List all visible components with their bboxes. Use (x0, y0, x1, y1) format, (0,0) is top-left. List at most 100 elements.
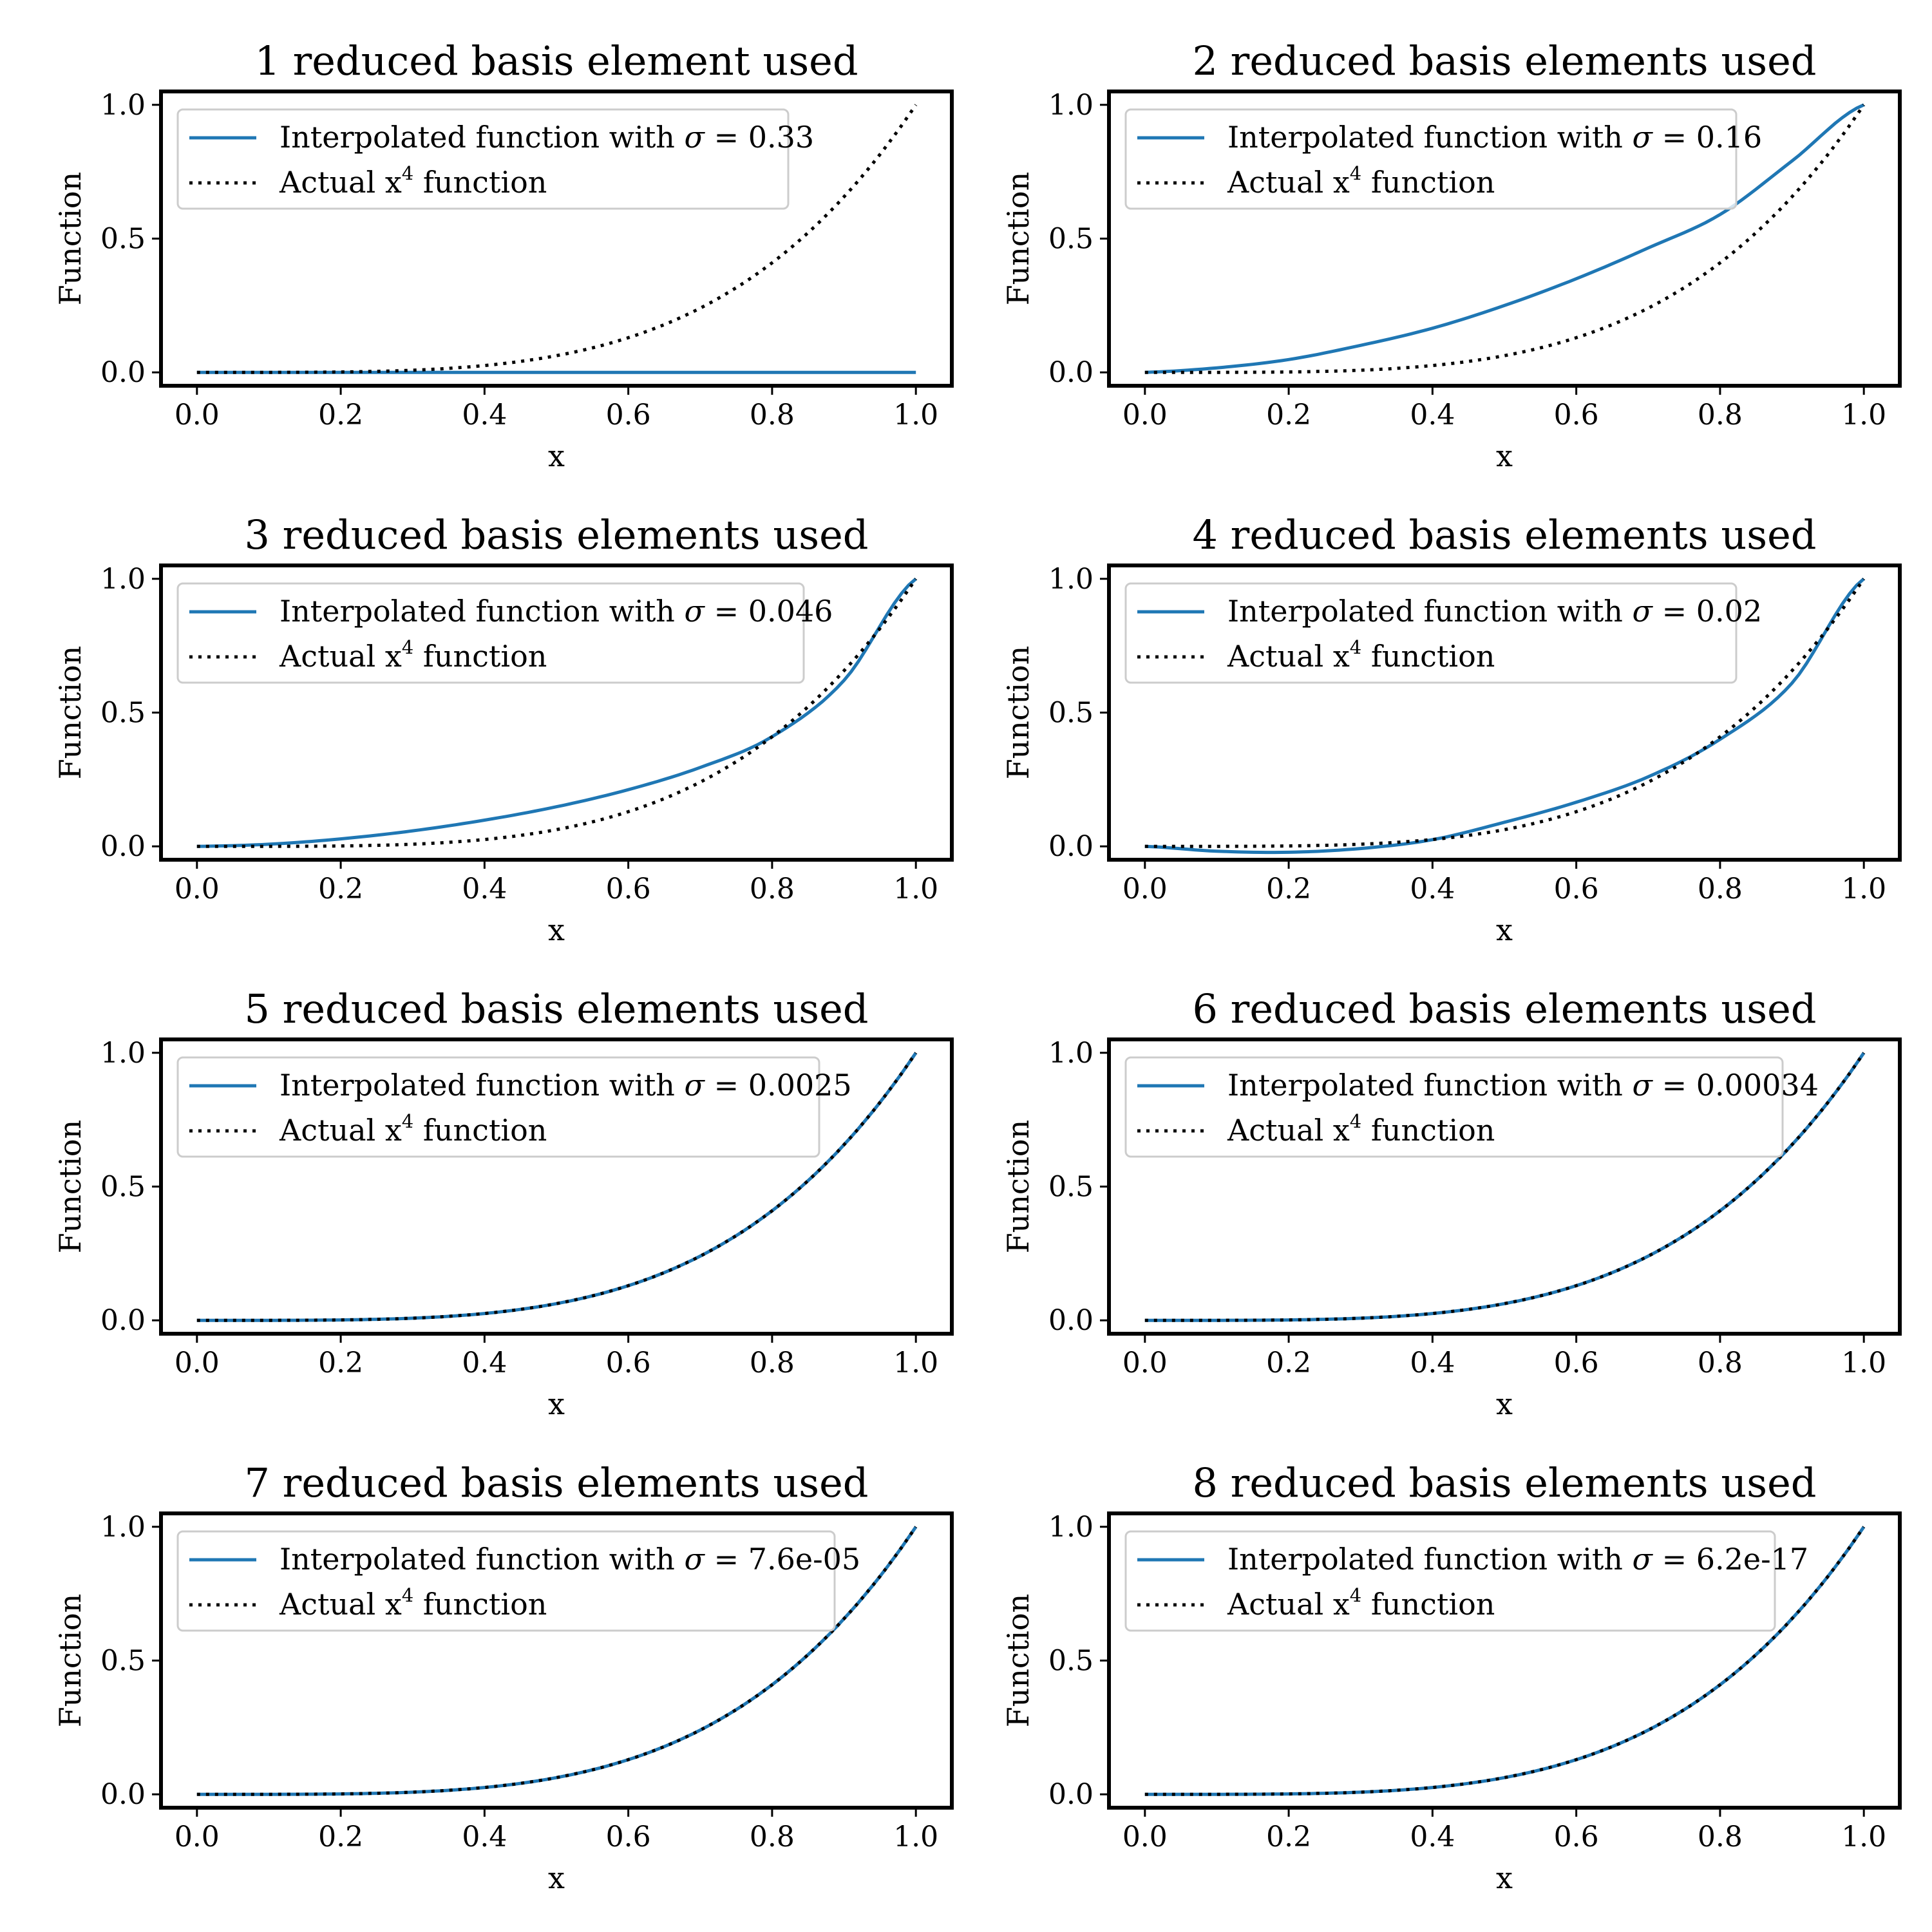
chart-6-legend-label-actual: Actual x4 function (1227, 1110, 1495, 1148)
chart-4-legend-sigma-value: = 0.02 (1653, 594, 1762, 629)
chart-1-legend-sigma-value: = 0.33 (705, 120, 814, 155)
chart-3-ytick-label: 0.5 (100, 697, 146, 730)
chart-3-legend-label-prefix: Interpolated function with (279, 594, 685, 629)
chart-7-xtick-label: 0.4 (462, 1821, 507, 1853)
chart-1-xtick-label: 0.4 (462, 399, 507, 431)
chart-7-xtick-label: 0.8 (750, 1821, 795, 1853)
chart-3-ytick-label: 1.0 (100, 563, 146, 596)
chart-6-ylabel: Function (1001, 1120, 1036, 1253)
chart-2-xtick-label: 0.0 (1122, 399, 1168, 431)
chart-1: 1 reduced basis element used 0.0 0.2 0.4 0.6… (53, 37, 954, 473)
chart-6-xtick-label: 0.4 (1410, 1347, 1455, 1379)
chart-5-legend-actual-prefix: Actual x (279, 1113, 402, 1148)
chart-1-legend-actual-exponent: 4 (402, 162, 413, 184)
chart-3-legend-actual-suffix: function (413, 639, 547, 674)
chart-2-ytick-label: 0.0 (1048, 356, 1094, 389)
chart-2: 2 reduced basis elements used 0.0 0.2 0.4 0.… (1001, 37, 1902, 473)
chart-8-ylabel: Function (1001, 1594, 1036, 1727)
chart-1-xtick-label: 0.8 (750, 399, 795, 431)
chart-7-legend: Interpolated function with σ = 7.6e-05 Ac… (176, 1530, 860, 1632)
chart-4-xtick-label: 0.4 (1410, 873, 1455, 905)
chart-6-legend: Interpolated function with σ = 0.00034 Ac… (1124, 1056, 1819, 1158)
chart-4-ytick-label: 0.0 (1048, 830, 1094, 863)
chart-4-ylabel: Function (1001, 646, 1036, 779)
chart-1-title: 1 reduced basis element used (254, 37, 858, 84)
chart-3-xtick-label: 0.4 (462, 873, 507, 905)
chart-7-legend-box (176, 1530, 836, 1632)
chart-8-legend-label-prefix: Interpolated function with (1227, 1542, 1633, 1577)
chart-8-frame (1107, 1511, 1902, 1810)
chart-5-legend-label-actual: Actual x4 function (279, 1110, 547, 1148)
chart-4-legend: Interpolated function with σ = 0.02 Actua… (1124, 582, 1762, 684)
chart-8-series-actual (1144, 1526, 1866, 1796)
chart-7-legend-label-prefix: Interpolated function with (279, 1542, 685, 1577)
chart-2-legend-actual-suffix: function (1361, 165, 1495, 200)
chart-6-series-actual (1144, 1052, 1866, 1322)
chart-6-xtick-label: 0.6 (1554, 1347, 1599, 1379)
chart-7-legend-actual-exponent: 4 (402, 1584, 413, 1606)
chart-3-legend-sigma-value: = 0.046 (705, 594, 833, 629)
chart-4-xtick-label: 0.2 (1266, 873, 1311, 905)
chart-6-legend-box (1124, 1056, 1784, 1158)
chart-8-legend-actual-suffix: function (1361, 1587, 1495, 1622)
chart-2-series-interpolated (1144, 103, 1865, 374)
chart-5: 5 reduced basis elements used 0.0 0.2 0.4 0.… (53, 985, 954, 1421)
chart-1-legend-actual-suffix: function (413, 165, 547, 200)
chart-7-xtick-label: 0.6 (606, 1821, 651, 1853)
chart-3: 3 reduced basis elements used 0.0 0.2 0.4 0.… (53, 511, 954, 947)
chart-3-legend-actual-exponent: 4 (402, 636, 413, 658)
chart-2-legend-actual-exponent: 4 (1350, 162, 1361, 184)
chart-1-legend: Interpolated function with σ = 0.33 Actua… (176, 108, 814, 210)
chart-2-legend-box (1124, 108, 1738, 210)
chart-5-legend-box (176, 1056, 820, 1158)
chart-6-legend-label-interpolated: Interpolated function with σ = 0.00034 (1227, 1068, 1819, 1103)
chart-7-ylabel: Function (53, 1594, 88, 1727)
chart-8-legend-actual-exponent: 4 (1350, 1584, 1361, 1606)
chart-4-legend-actual-prefix: Actual x (1227, 639, 1350, 674)
chart-7-legend-label-interpolated: Interpolated function with σ = 7.6e-05 (279, 1542, 860, 1577)
chart-5-xtick-label: 0.6 (606, 1347, 651, 1379)
chart-6-legend-actual-suffix: function (1361, 1113, 1495, 1148)
chart-2-frame (1107, 90, 1902, 388)
chart-5-xlabel: x (548, 1387, 565, 1421)
chart-5-ytick-label: 1.0 (100, 1037, 146, 1070)
chart-7-ytick-label: 1.0 (100, 1511, 146, 1544)
chart-5-ytick-label: 0.5 (100, 1171, 146, 1204)
chart-2-ytick-label: 0.5 (1048, 223, 1094, 256)
chart-6-frame (1107, 1037, 1902, 1336)
chart-8-xtick-label: 0.0 (1122, 1821, 1168, 1853)
chart-3-legend-label-interpolated: Interpolated function with σ = 0.046 (279, 594, 833, 629)
chart-2-series-actual (1144, 104, 1866, 374)
chart-1-legend-label-actual: Actual x4 function (279, 162, 547, 200)
chart-8-ytick-label: 0.5 (1048, 1645, 1094, 1678)
chart-3-legend: Interpolated function with σ = 0.046 Actu… (176, 582, 833, 684)
chart-6-title: 6 reduced basis elements used (1193, 985, 1817, 1032)
chart-8-xtick-label: 0.6 (1554, 1821, 1599, 1853)
chart-7-legend-label-actual: Actual x4 function (279, 1584, 547, 1622)
chart-8-legend-sigma-symbol: σ (1633, 1542, 1654, 1577)
chart-4-legend-actual-exponent: 4 (1350, 636, 1361, 658)
chart-6-xlabel: x (1496, 1387, 1513, 1421)
chart-6-legend-actual-prefix: Actual x (1227, 1113, 1350, 1148)
chart-1-ytick-label: 1.0 (100, 89, 146, 122)
chart-1-xtick-label: 0.2 (318, 399, 363, 431)
chart-3-xlabel: x (548, 913, 565, 947)
chart-5-xtick-label: 0.4 (462, 1347, 507, 1379)
chart-3-ylabel: Function (53, 646, 88, 779)
chart-2-legend-actual-prefix: Actual x (1227, 165, 1350, 200)
chart-2-ytick-label: 1.0 (1048, 89, 1094, 122)
chart-8-legend-sigma-value: = 6.2e-17 (1653, 1542, 1808, 1577)
chart-7-xlabel: x (548, 1861, 565, 1895)
chart-3-title: 3 reduced basis elements used (245, 511, 869, 558)
chart-5-legend-label-prefix: Interpolated function with (279, 1068, 685, 1103)
chart-6-ytick-label: 0.5 (1048, 1171, 1094, 1204)
chart-8-xtick-label: 1.0 (1841, 1821, 1886, 1853)
chart-3-series-actual (196, 578, 918, 848)
chart-8-legend-box (1124, 1530, 1776, 1632)
chart-4-legend-actual-suffix: function (1361, 639, 1495, 674)
chart-1-ylabel: Function (53, 172, 88, 305)
chart-2-xtick-label: 0.4 (1410, 399, 1455, 431)
chart-4-legend-box (1124, 582, 1738, 684)
chart-1-legend-box (176, 108, 790, 210)
